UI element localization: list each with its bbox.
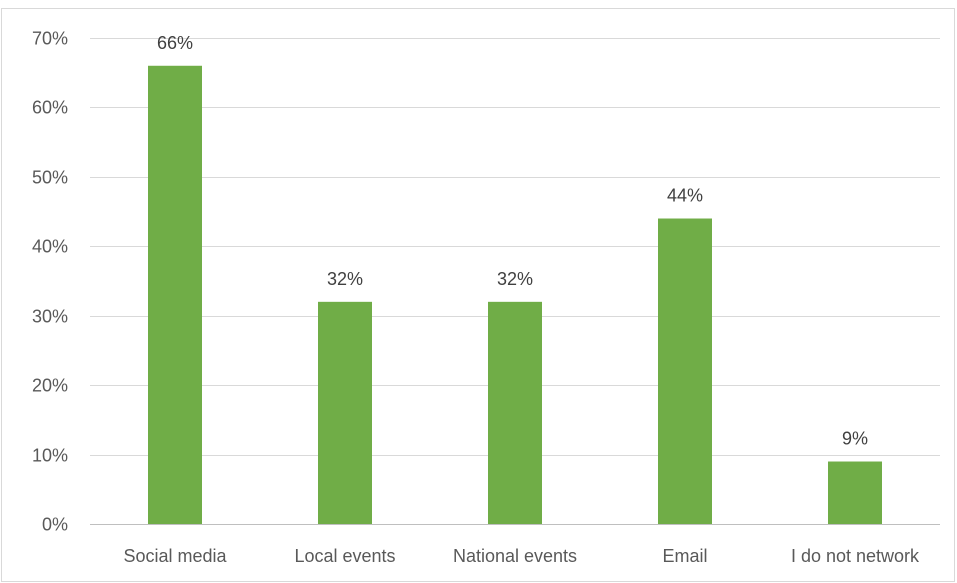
y-tick-label: 70%	[32, 29, 68, 49]
y-tick-label: 0%	[42, 515, 68, 535]
y-tick-label: 50%	[32, 168, 68, 188]
data-label: 32%	[327, 269, 363, 289]
bar	[148, 65, 202, 525]
bar	[318, 301, 372, 524]
x-tick-label: Social media	[123, 546, 227, 566]
data-label: 66%	[157, 33, 193, 53]
y-tick-label: 20%	[32, 376, 68, 396]
bar	[488, 301, 542, 524]
y-tick-label: 30%	[32, 307, 68, 327]
y-tick-label: 40%	[32, 237, 68, 257]
data-label: 9%	[842, 429, 868, 449]
x-tick-label: Local events	[294, 546, 395, 566]
x-tick-label: Email	[662, 546, 707, 566]
y-tick-label: 10%	[32, 446, 68, 466]
data-label: 44%	[667, 186, 703, 206]
x-tick-label: National events	[453, 546, 577, 566]
x-axis-tick-labels: Social media Local events National events E…	[123, 546, 920, 566]
x-tick-label: I do not network	[791, 546, 920, 566]
y-axis-tick-labels: 0% 10% 20% 30% 40% 50% 60% 70%	[32, 29, 68, 535]
bar	[658, 218, 712, 524]
y-tick-label: 60%	[32, 98, 68, 118]
bars	[148, 65, 882, 525]
data-label: 32%	[497, 269, 533, 289]
data-labels: 66% 32% 32% 44% 9%	[157, 33, 868, 449]
gridlines	[90, 38, 940, 525]
bar	[828, 461, 882, 524]
